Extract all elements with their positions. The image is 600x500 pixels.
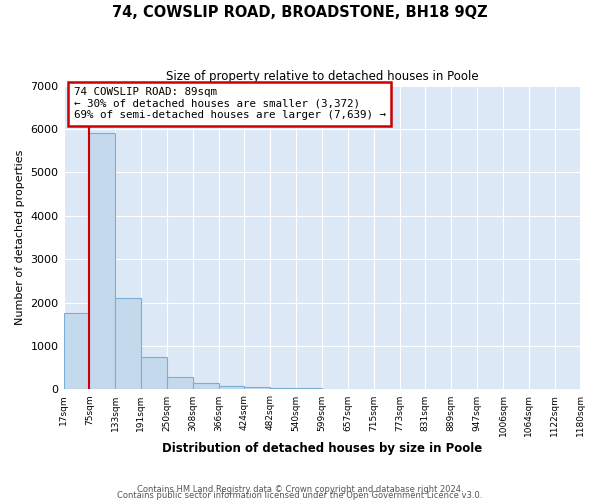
Bar xyxy=(89,134,115,390)
Bar xyxy=(348,389,374,390)
Text: 74, COWSLIP ROAD, BROADSTONE, BH18 9QZ: 74, COWSLIP ROAD, BROADSTONE, BH18 9QZ xyxy=(112,5,488,20)
Bar xyxy=(296,388,322,390)
Bar xyxy=(270,388,296,390)
Bar xyxy=(141,357,167,390)
X-axis label: Distribution of detached houses by size in Poole: Distribution of detached houses by size … xyxy=(162,442,482,455)
Bar xyxy=(64,314,89,390)
Text: 74 COWSLIP ROAD: 89sqm
← 30% of detached houses are smaller (3,372)
69% of semi-: 74 COWSLIP ROAD: 89sqm ← 30% of detached… xyxy=(74,87,386,120)
Title: Size of property relative to detached houses in Poole: Size of property relative to detached ho… xyxy=(166,70,478,83)
Bar xyxy=(322,388,348,390)
Text: Contains public sector information licensed under the Open Government Licence v3: Contains public sector information licen… xyxy=(118,490,482,500)
Bar xyxy=(218,386,244,390)
Bar xyxy=(167,378,193,390)
Bar xyxy=(193,382,218,390)
Text: Contains HM Land Registry data © Crown copyright and database right 2024.: Contains HM Land Registry data © Crown c… xyxy=(137,485,463,494)
Y-axis label: Number of detached properties: Number of detached properties xyxy=(15,150,25,325)
Bar xyxy=(244,387,270,390)
Bar xyxy=(115,298,141,390)
